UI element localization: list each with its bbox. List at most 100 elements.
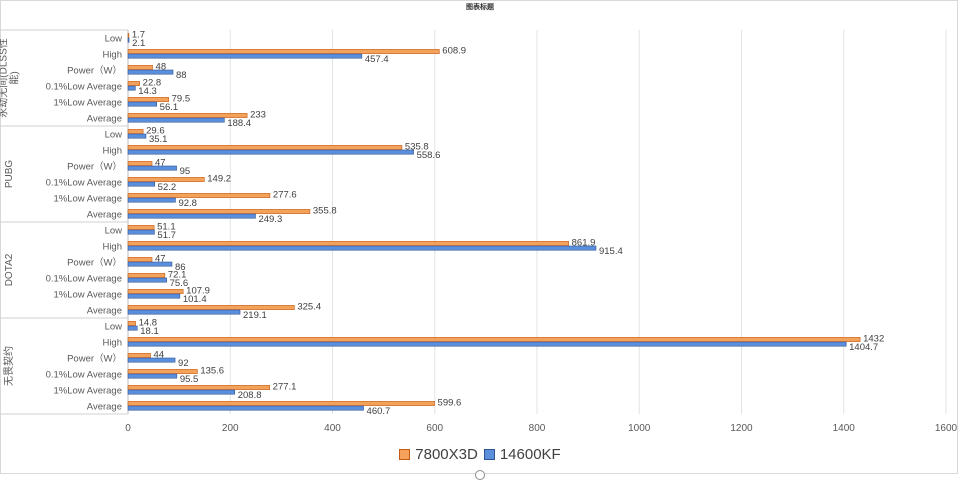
chart-title[interactable]: 图表标题 [466, 4, 494, 11]
group-label: DOTA2 [4, 253, 15, 286]
metric-label: 1%Low Average [54, 98, 123, 109]
x-tick-label: 800 [529, 423, 546, 434]
metric-label: 0.1%Low Average [46, 82, 122, 93]
metric-label: 0.1%Low Average [46, 178, 122, 189]
bar[interactable] [127, 97, 169, 102]
data-label: 92 [178, 358, 189, 369]
x-tick-label: 200 [222, 423, 239, 434]
data-label: 915.4 [599, 246, 623, 257]
bar[interactable] [127, 101, 157, 107]
bar[interactable] [127, 289, 184, 294]
data-label: 1432 [863, 333, 884, 344]
metric-label: Power（W） [67, 65, 122, 77]
bar[interactable] [127, 373, 178, 379]
bar[interactable] [127, 309, 241, 315]
bar[interactable] [127, 357, 176, 363]
data-label: 277.6 [273, 189, 297, 200]
bar[interactable] [127, 293, 181, 299]
bar[interactable] [127, 277, 167, 283]
data-label: 208.8 [238, 390, 262, 401]
bar[interactable] [127, 405, 364, 411]
metric-label: Power（W） [67, 257, 122, 269]
legend-swatch-7800x3d [399, 449, 411, 460]
bar[interactable] [127, 321, 136, 326]
bar[interactable] [127, 165, 177, 171]
group-label: 能) [8, 71, 21, 84]
data-label: 79.5 [172, 93, 191, 104]
bar[interactable] [127, 193, 271, 198]
metric-label: Low [105, 322, 123, 333]
metric-label: Power（W） [67, 353, 122, 365]
metric-label: Power（W） [67, 161, 122, 173]
bar[interactable] [127, 245, 597, 251]
bar[interactable] [127, 197, 176, 203]
metric-label: High [102, 338, 122, 349]
metric-label: High [102, 50, 122, 61]
bar[interactable] [127, 385, 270, 390]
bar[interactable] [127, 33, 130, 38]
legend-label-14600kf: 14600KF [499, 446, 561, 463]
data-label: 56.1 [160, 102, 179, 113]
bar[interactable] [127, 177, 205, 182]
bar[interactable] [127, 69, 174, 75]
legend-item-7800x3d[interactable]: 7800X3D [399, 446, 478, 463]
data-label: 47 [155, 253, 166, 264]
metric-label: Average [87, 210, 122, 221]
bar[interactable] [127, 305, 295, 310]
bar[interactable] [127, 229, 155, 235]
data-label: 188.4 [227, 118, 251, 129]
metric-label: Low [105, 226, 123, 237]
bar[interactable] [127, 353, 151, 358]
legend-swatch-14600kf [483, 449, 495, 460]
bar[interactable] [127, 273, 166, 278]
bar[interactable] [127, 129, 144, 134]
data-label: 861.9 [572, 237, 596, 248]
data-label: 219.1 [243, 310, 267, 321]
bar[interactable] [127, 261, 173, 267]
bar[interactable] [127, 241, 569, 246]
x-tick-label: 400 [324, 423, 341, 434]
bar[interactable] [127, 209, 311, 214]
resize-handle[interactable] [475, 470, 485, 480]
data-label: 35.1 [149, 134, 168, 145]
bar[interactable] [127, 149, 414, 155]
bar[interactable] [127, 325, 138, 331]
bar[interactable] [127, 213, 256, 219]
metric-label: 0.1%Low Average [46, 274, 122, 285]
bar[interactable] [127, 37, 130, 43]
bar[interactable] [127, 257, 153, 262]
data-label: 22.8 [143, 77, 162, 88]
bar[interactable] [127, 49, 440, 54]
bar[interactable] [127, 113, 248, 118]
bar[interactable] [127, 65, 153, 70]
data-label: 1.7 [132, 29, 145, 40]
bar[interactable] [127, 53, 363, 59]
bar[interactable] [127, 337, 861, 342]
chart-legend[interactable]: 7800X3D 14600KF [0, 446, 960, 463]
data-label: 277.1 [273, 381, 297, 392]
data-label: 14.3 [138, 86, 157, 97]
bar[interactable] [127, 341, 847, 347]
data-label: 52.2 [158, 182, 177, 193]
bar[interactable] [127, 145, 403, 150]
bar[interactable] [127, 181, 155, 187]
bar[interactable] [127, 117, 225, 123]
data-label: 47 [155, 157, 166, 168]
bar[interactable] [127, 161, 153, 166]
legend-item-14600kf[interactable]: 14600KF [483, 446, 561, 463]
bar[interactable] [127, 85, 136, 91]
bar[interactable] [127, 225, 155, 230]
bar[interactable] [127, 81, 140, 86]
data-label: 95.5 [180, 374, 199, 385]
data-label: 92.8 [178, 198, 197, 209]
data-label: 29.6 [146, 125, 165, 136]
data-label: 101.4 [183, 294, 207, 305]
bar[interactable] [127, 389, 236, 395]
bar[interactable] [127, 401, 435, 406]
group-label: 无畏契约 [2, 346, 15, 386]
x-tick-label: 1200 [730, 423, 753, 434]
bar[interactable] [127, 369, 198, 374]
data-label: 72.1 [168, 269, 187, 280]
bar[interactable] [127, 133, 147, 139]
